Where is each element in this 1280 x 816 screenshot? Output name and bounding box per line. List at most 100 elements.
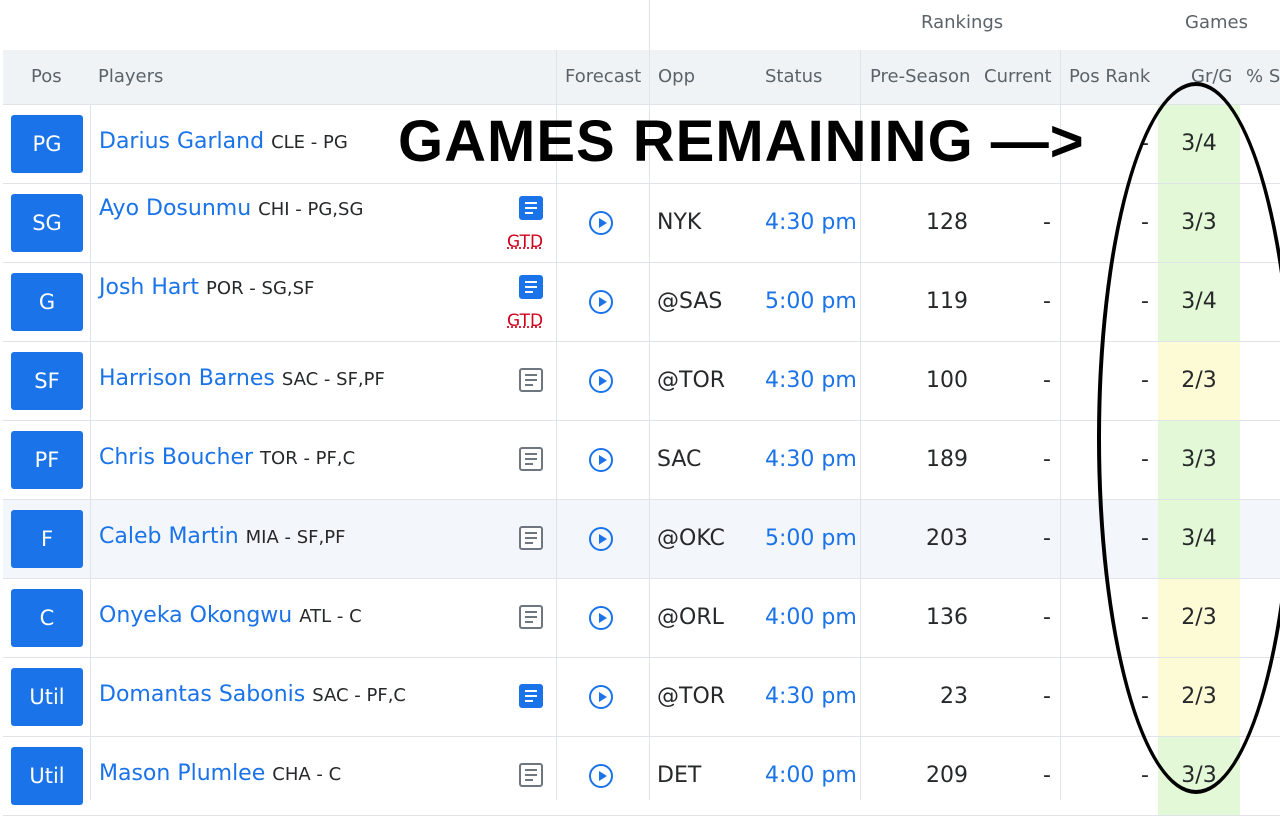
player-team-position: ATL - C — [299, 606, 362, 627]
games-remaining-cell: 2/3 — [1158, 579, 1240, 657]
player-team-position: SAC - PF,C — [312, 685, 406, 706]
player-name-link[interactable]: Caleb Martin — [99, 524, 239, 549]
col-header-opp[interactable]: Opp — [658, 66, 696, 87]
table-row: F Caleb Martin MIA - SF,PF @OKC 5:00 pm 203 -… — [3, 500, 1280, 579]
col-header-pct-started[interactable]: % S — [1246, 66, 1280, 87]
position-button[interactable]: SG — [11, 194, 83, 252]
games-remaining-cell: 3/4 — [1158, 500, 1240, 578]
opponent-cell: @TOR — [657, 368, 726, 393]
col-header-pos-rank[interactable]: Pos Rank — [1069, 66, 1151, 87]
player-name-link[interactable]: Domantas Sabonis — [99, 682, 306, 707]
gtd-status-badge[interactable]: GTD — [507, 232, 544, 252]
player-note-icon[interactable] — [519, 605, 543, 629]
forecast-play-icon[interactable] — [589, 764, 613, 788]
player-team-position: TOR - PF,C — [260, 448, 356, 469]
current-rank: - — [1043, 526, 1051, 551]
position-button[interactable]: PF — [11, 431, 83, 489]
position-button[interactable]: F — [11, 510, 83, 568]
opponent-cell: DET — [657, 763, 702, 788]
opponent-cell: SAC — [657, 447, 702, 472]
pos-rank: - — [1141, 763, 1149, 788]
position-button[interactable]: SF — [11, 352, 83, 410]
table-header — [3, 50, 1280, 105]
player-note-icon[interactable] — [519, 368, 543, 392]
player-cell: Caleb Martin MIA - SF,PF — [99, 524, 345, 549]
table-row: Util Mason Plumlee CHA - C DET 4:00 pm 209 - -… — [3, 737, 1280, 816]
player-name-link[interactable]: Onyeka Okongwu — [99, 603, 293, 628]
player-note-icon[interactable] — [519, 196, 543, 220]
preseason-rank: 23 — [940, 684, 968, 709]
position-button[interactable]: G — [11, 273, 83, 331]
group-header-games: Games — [1185, 12, 1248, 33]
player-name-link[interactable]: Chris Boucher — [99, 445, 254, 470]
col-header-players[interactable]: Players — [98, 66, 164, 87]
game-time-link[interactable]: 4:30 pm — [765, 210, 857, 235]
game-time-link[interactable]: 4:00 pm — [765, 605, 857, 630]
col-divider — [860, 50, 861, 800]
forecast-play-icon[interactable] — [589, 211, 613, 235]
player-note-icon[interactable] — [519, 447, 543, 471]
preseason-rank: 100 — [926, 368, 968, 393]
player-note-icon[interactable] — [519, 763, 543, 787]
position-button[interactable]: Util — [11, 747, 83, 805]
player-cell: Josh Hart POR - SG,SF — [99, 275, 314, 300]
games-remaining-cell: 3/4 — [1158, 105, 1240, 183]
forecast-play-icon[interactable] — [589, 290, 613, 314]
col-divider — [649, 0, 650, 800]
pos-rank: - — [1141, 684, 1149, 709]
player-note-icon[interactable] — [519, 275, 543, 299]
player-cell: Chris Boucher TOR - PF,C — [99, 445, 355, 470]
opponent-cell: @ORL — [657, 605, 724, 630]
game-time-link[interactable]: 4:30 pm — [765, 684, 857, 709]
col-header-current[interactable]: Current — [984, 66, 1052, 87]
position-button[interactable]: Util — [11, 668, 83, 726]
player-cell: Mason Plumlee CHA - C — [99, 761, 341, 786]
games-remaining-cell: 3/3 — [1158, 737, 1240, 815]
forecast-play-icon[interactable] — [589, 527, 613, 551]
player-note-icon[interactable] — [519, 684, 543, 708]
position-button[interactable]: C — [11, 589, 83, 647]
forecast-play-icon[interactable] — [589, 369, 613, 393]
player-name-link[interactable]: Harrison Barnes — [99, 366, 275, 391]
current-rank: - — [1043, 368, 1051, 393]
game-time-link[interactable]: 5:00 pm — [765, 289, 857, 314]
game-time-link[interactable]: 5:00 pm — [765, 526, 857, 551]
player-name-link[interactable]: Josh Hart — [99, 275, 200, 300]
current-rank: - — [1043, 684, 1051, 709]
table-row: SF Harrison Barnes SAC - SF,PF @TOR 4:30 pm… — [3, 342, 1280, 421]
col-header-pos[interactable]: Pos — [31, 66, 62, 87]
player-name-link[interactable]: Ayo Dosunmu — [99, 196, 252, 221]
group-header-rankings: Rankings — [921, 12, 1004, 33]
col-header-status[interactable]: Status — [765, 66, 823, 87]
forecast-play-icon[interactable] — [589, 685, 613, 709]
annotation-text: GAMES REMAINING —> — [398, 109, 1085, 174]
opponent-cell: @OKC — [657, 526, 725, 551]
player-name-link[interactable]: Darius Garland — [99, 129, 265, 154]
opponent-cell: @SAS — [657, 289, 723, 314]
player-team-position: MIA - SF,PF — [245, 527, 346, 548]
games-remaining-cell: 3/4 — [1158, 263, 1240, 341]
gtd-status-badge[interactable]: GTD — [507, 311, 544, 331]
col-header-forecast[interactable]: Forecast — [565, 66, 642, 87]
player-cell: Harrison Barnes SAC - SF,PF — [99, 366, 385, 391]
position-button[interactable]: PG — [11, 115, 83, 173]
col-header-gr-g[interactable]: Gr/G — [1191, 66, 1233, 87]
preseason-rank: 128 — [926, 210, 968, 235]
col-divider — [1060, 50, 1061, 800]
table-row: G Josh Hart POR - SG,SF GTD @SAS 5:00 pm 119 -… — [3, 263, 1280, 342]
pos-rank: - — [1141, 131, 1149, 156]
current-rank: - — [1043, 210, 1051, 235]
game-time-link[interactable]: 4:00 pm — [765, 763, 857, 788]
player-note-icon[interactable] — [519, 526, 543, 550]
table-row: PG Darius Garland CLE - PG -3/4 — [3, 105, 1280, 184]
player-name-link[interactable]: Mason Plumlee — [99, 761, 266, 786]
forecast-play-icon[interactable] — [589, 448, 613, 472]
forecast-play-icon[interactable] — [589, 606, 613, 630]
player-team-position: CLE - PG — [271, 132, 348, 153]
preseason-rank: 136 — [926, 605, 968, 630]
current-rank: - — [1043, 447, 1051, 472]
preseason-rank: 209 — [926, 763, 968, 788]
game-time-link[interactable]: 4:30 pm — [765, 368, 857, 393]
col-header-preseason[interactable]: Pre-Season — [870, 66, 971, 87]
game-time-link[interactable]: 4:30 pm — [765, 447, 857, 472]
